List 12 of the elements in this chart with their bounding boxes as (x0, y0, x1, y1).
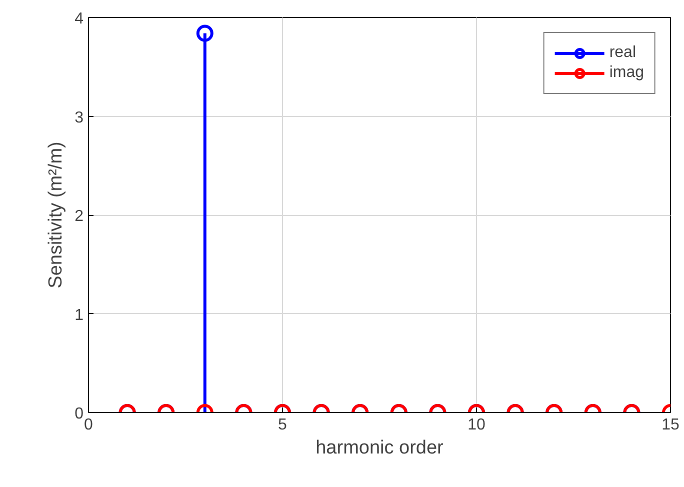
y-tick-label: 0 (74, 406, 84, 422)
legend-label: real (609, 44, 636, 62)
y-tick-label: 1 (74, 306, 84, 324)
x-tick-label: 15 (662, 416, 680, 434)
y-tick-label: 4 (74, 10, 84, 28)
legend-label: imag (609, 64, 644, 82)
x-axis-title: harmonic order (316, 438, 444, 458)
x-tick-label: 5 (278, 416, 288, 434)
x-tick-label: 10 (468, 416, 486, 434)
y-axis-title: Sensitivity (m²/m) (46, 142, 67, 288)
y-tick-label: 3 (74, 109, 84, 126)
y-tick-label: 2 (74, 208, 84, 225)
